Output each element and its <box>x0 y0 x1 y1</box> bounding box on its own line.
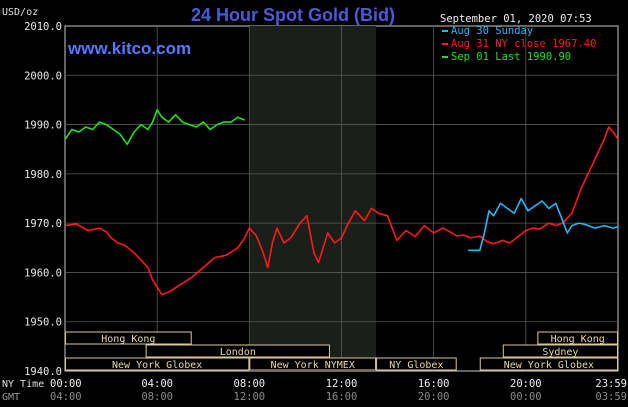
x-tick-label-gmt: 12:00 <box>234 391 266 403</box>
x-tick-label-ny: 16:00 <box>418 378 450 390</box>
x-tick-label-gmt: 00:00 <box>510 391 542 403</box>
x-tick-label-ny: 00:00 <box>50 378 82 390</box>
x-axis-tick-labels: 00:0004:0004:0008:0008:0012:0012:0016:00… <box>50 378 627 403</box>
market-session: NY Globex <box>376 357 457 371</box>
market-sessions: Hong Kong London New York Globex New York N… <box>65 331 619 371</box>
series-line <box>64 109 246 146</box>
x-tick-label-ny: 08:00 <box>234 378 266 390</box>
x-tick-label-ny: 20:00 <box>510 378 542 390</box>
x-tick-label-ny: 04:00 <box>141 378 173 390</box>
market-session: New York NYMEX <box>249 357 377 371</box>
market-session-label: Hong Kong <box>551 334 605 345</box>
legend-item: Aug 30 Sunday <box>442 25 533 37</box>
y-axis-tick-labels: 2010.0 2000.0 1990.0 1980.0 1970.0 1960.0 1950… <box>24 21 62 378</box>
y-tick-label: 2010.0 <box>24 21 62 33</box>
unit-label: USD/oz <box>2 7 38 18</box>
x-tick-label-gmt: 20:00 <box>418 391 450 403</box>
y-tick-label: 1960.0 <box>24 267 62 279</box>
y-tick-label: 1950.0 <box>24 317 62 329</box>
market-session: New York Globex <box>479 357 618 371</box>
nymex-shaded-region <box>249 26 377 371</box>
series-line <box>468 197 619 252</box>
chart-title: 24 Hour Spot Gold (Bid) <box>191 5 395 25</box>
market-session: Hong Kong <box>65 331 192 345</box>
x-tick-label-gmt: 04:00 <box>50 391 82 403</box>
x-tick-label-ny: 23:59 <box>595 378 627 390</box>
market-session-label: Hong Kong <box>101 334 155 345</box>
legend-label: Aug 31 NY close 1967.40 <box>451 38 596 50</box>
legend-item: Sep 01 Last 1990.90 <box>442 51 571 63</box>
y-tick-label: 1980.0 <box>24 169 62 181</box>
legend-item: Aug 31 NY close 1967.40 <box>442 38 596 50</box>
y-tick-label: 1940.0 <box>24 366 62 378</box>
market-session: Sydney <box>502 344 618 358</box>
market-session-label: New York Globex <box>504 360 594 371</box>
market-session-label: London <box>220 347 256 358</box>
gmt-label: GMT <box>2 392 20 403</box>
market-session-label: New York NYMEX <box>271 360 355 371</box>
series-line <box>64 126 619 296</box>
market-session: Hong Kong <box>537 331 619 345</box>
market-session-label: Sydney <box>542 347 578 358</box>
timestamp: September 01, 2020 07:53 <box>440 13 592 25</box>
market-session-label: NY Globex <box>389 360 443 371</box>
legend-label: Sep 01 Last 1990.90 <box>451 51 571 63</box>
market-session: New York Globex <box>65 357 250 371</box>
market-session: London <box>145 344 330 358</box>
ny-time-label: NY Time <box>2 379 44 390</box>
y-tick-label: 2000.0 <box>24 70 62 82</box>
y-tick-label: 1990.0 <box>24 120 62 132</box>
x-tick-label-gmt: 03:59 <box>595 391 627 403</box>
y-tick-label: 1970.0 <box>24 218 62 230</box>
x-tick-label-gmt: 08:00 <box>141 391 173 403</box>
brand-text: www.kitco.com <box>67 39 191 58</box>
legend-label: Aug 30 Sunday <box>451 25 533 37</box>
market-session-label: New York Globex <box>112 360 202 371</box>
x-tick-label-ny: 12:00 <box>326 378 358 390</box>
grid-lines <box>65 26 618 371</box>
price-series <box>64 109 619 296</box>
x-tick-label-gmt: 16:00 <box>326 391 358 403</box>
